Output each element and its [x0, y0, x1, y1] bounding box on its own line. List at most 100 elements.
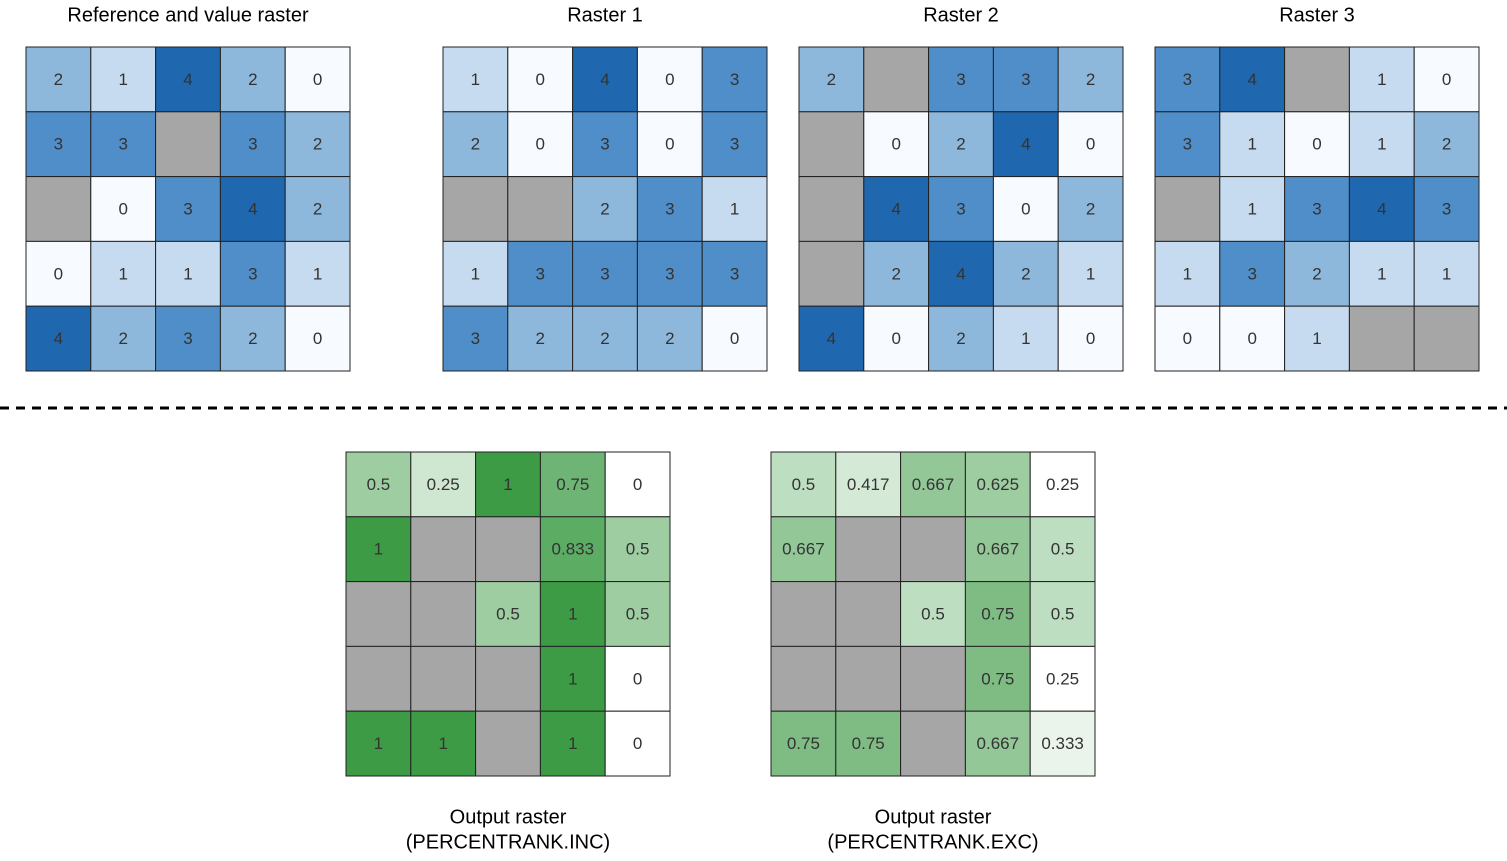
- cell-value: 1: [568, 604, 577, 623]
- cell-value: 0: [1247, 329, 1256, 348]
- cell: [475, 710, 541, 777]
- cell: [1413, 176, 1480, 242]
- cell: [900, 710, 966, 777]
- cell-value: 0: [118, 199, 127, 218]
- cell-value: 1: [183, 264, 192, 283]
- cell-value: 1: [471, 70, 480, 89]
- cell: [1413, 111, 1480, 178]
- cell-value: 4: [183, 70, 192, 89]
- cell-value: 0.833: [552, 540, 595, 559]
- cell-value: 3: [730, 135, 739, 154]
- cell-value: 2: [956, 135, 965, 154]
- cell-value: 0: [665, 70, 674, 89]
- cell: [798, 176, 865, 242]
- cell-value: 3: [535, 264, 544, 283]
- cell-value: 1: [374, 540, 383, 559]
- cell: [1219, 240, 1286, 307]
- cell: [219, 46, 286, 113]
- raster-title: (PERCENTRANK.EXC): [827, 831, 1038, 853]
- cell: [604, 645, 671, 712]
- cell-value: 0.75: [787, 734, 820, 753]
- cell: [90, 111, 157, 178]
- cell: [475, 581, 541, 647]
- cell-value: 0: [1442, 70, 1451, 89]
- cell: [604, 581, 671, 647]
- cell: [475, 451, 541, 518]
- cell: [863, 176, 930, 242]
- cell-value: 0: [1183, 329, 1192, 348]
- cell: [1057, 111, 1124, 178]
- cell: [636, 305, 703, 372]
- cell-value: 2: [1021, 264, 1030, 283]
- cell: [1348, 46, 1415, 113]
- cell: [1057, 176, 1124, 242]
- cell-value: 2: [665, 329, 674, 348]
- cell-value: 0: [1086, 135, 1095, 154]
- cell: [1413, 305, 1480, 372]
- cell: [964, 516, 1031, 583]
- cell-value: 0.417: [847, 475, 890, 494]
- cell: [284, 240, 351, 307]
- cell: [835, 516, 902, 583]
- cell: [835, 451, 902, 518]
- cell-value: 2: [600, 329, 609, 348]
- cell: [770, 710, 837, 777]
- cell: [572, 111, 638, 178]
- cell-value: 0.667: [977, 734, 1020, 753]
- cell: [1057, 240, 1124, 307]
- cell-value: 1: [1086, 264, 1095, 283]
- cell-value: 1: [374, 734, 383, 753]
- cell-value: 2: [1312, 264, 1321, 283]
- cell-value: 0.75: [852, 734, 885, 753]
- cell: [219, 176, 286, 242]
- cell: [798, 46, 865, 113]
- cell-value: 0.75: [981, 604, 1014, 623]
- cell-value: 2: [313, 135, 322, 154]
- cell: [636, 176, 703, 242]
- cell: [1284, 46, 1350, 113]
- cell: [410, 451, 477, 518]
- cell: [636, 240, 703, 307]
- cell: [410, 710, 477, 777]
- cell: [572, 240, 638, 307]
- cell-value: 2: [471, 135, 480, 154]
- cell: [863, 305, 930, 372]
- cell-value: 1: [1377, 70, 1386, 89]
- cell: [900, 581, 966, 647]
- raster-title: Reference and value raster: [67, 4, 309, 26]
- cell-value: 1: [568, 669, 577, 688]
- raster-title: Raster 2: [923, 4, 999, 26]
- cell-value: 4: [1377, 199, 1386, 218]
- cell-value: 4: [248, 199, 257, 218]
- cell: [219, 111, 286, 178]
- cell-value: 2: [54, 70, 63, 89]
- cell: [25, 111, 92, 178]
- cell: [900, 516, 966, 583]
- cell: [442, 176, 509, 242]
- cell: [636, 46, 703, 113]
- cell: [992, 305, 1059, 372]
- cell-value: 0.5: [921, 604, 945, 623]
- cell: [25, 305, 92, 372]
- cell: [863, 111, 930, 178]
- cell: [701, 46, 768, 113]
- cell: [770, 645, 837, 712]
- cell-value: 0: [1021, 199, 1030, 218]
- cell: [90, 176, 157, 242]
- cell-value: 1: [568, 734, 577, 753]
- cell-value: 3: [54, 135, 63, 154]
- cell: [770, 516, 837, 583]
- cell: [25, 240, 92, 307]
- cell: [863, 46, 930, 113]
- cell: [604, 451, 671, 518]
- cell-value: 2: [956, 329, 965, 348]
- cell: [964, 581, 1031, 647]
- cell: [25, 176, 92, 242]
- cell-value: 0.5: [367, 475, 391, 494]
- cell: [701, 305, 768, 372]
- cell-value: 1: [1183, 264, 1192, 283]
- cell-value: 3: [730, 264, 739, 283]
- cell-value: 2: [1086, 199, 1095, 218]
- cell: [1219, 305, 1286, 372]
